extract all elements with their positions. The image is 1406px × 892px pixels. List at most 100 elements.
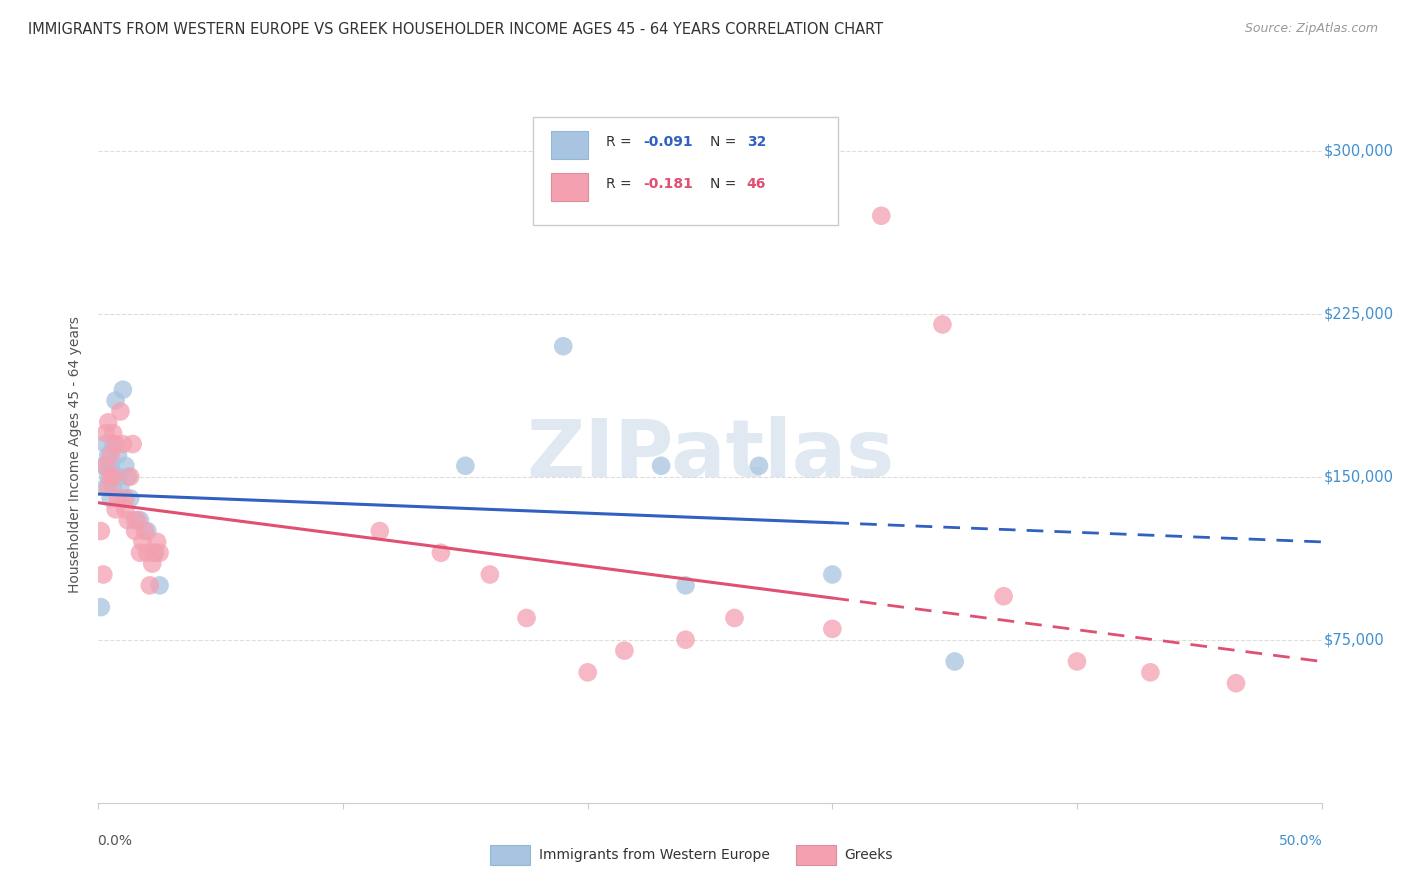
Text: IMMIGRANTS FROM WESTERN EUROPE VS GREEK HOUSEHOLDER INCOME AGES 45 - 64 YEARS CO: IMMIGRANTS FROM WESTERN EUROPE VS GREEK … <box>28 22 883 37</box>
Point <box>134 524 156 538</box>
Point <box>94 481 117 495</box>
Point <box>576 665 599 680</box>
FancyBboxPatch shape <box>796 845 837 865</box>
Point <box>131 535 153 549</box>
Point <box>110 404 132 418</box>
Text: $225,000: $225,000 <box>1324 306 1395 321</box>
Point <box>100 458 122 473</box>
Point <box>107 469 129 483</box>
Point <box>139 578 162 592</box>
Point <box>90 600 112 615</box>
Point <box>553 339 575 353</box>
Point <box>430 546 453 560</box>
Point <box>129 546 152 560</box>
Point <box>136 546 159 560</box>
Point <box>146 535 169 549</box>
Point <box>117 513 139 527</box>
Text: Source: ZipAtlas.com: Source: ZipAtlas.com <box>1244 22 1378 36</box>
Y-axis label: Householder Income Ages 45 - 64 years: Householder Income Ages 45 - 64 years <box>69 317 83 593</box>
Point <box>90 524 112 538</box>
Point <box>127 513 149 527</box>
Point <box>931 318 953 332</box>
Point <box>107 448 129 462</box>
Text: $150,000: $150,000 <box>1324 469 1395 484</box>
Text: R =: R = <box>606 135 636 149</box>
Point <box>101 426 124 441</box>
Text: -0.181: -0.181 <box>643 177 693 191</box>
Point <box>97 469 120 483</box>
Text: N =: N = <box>710 135 741 149</box>
Point <box>143 546 166 560</box>
Point <box>368 524 391 538</box>
Point <box>107 491 129 506</box>
Point <box>478 567 501 582</box>
Point <box>515 611 537 625</box>
Point <box>870 209 893 223</box>
Point <box>104 502 127 516</box>
Text: 32: 32 <box>747 135 766 149</box>
Point <box>748 458 770 473</box>
FancyBboxPatch shape <box>551 131 588 159</box>
Point <box>675 578 697 592</box>
Point <box>1066 655 1088 669</box>
Point <box>143 546 166 560</box>
Point <box>101 437 124 451</box>
Point <box>114 502 136 516</box>
Point <box>613 643 636 657</box>
Point <box>650 458 672 473</box>
Text: ZIPatlas: ZIPatlas <box>526 416 894 494</box>
Point <box>129 513 152 527</box>
Point <box>114 458 136 473</box>
Text: Greeks: Greeks <box>845 848 893 862</box>
Point <box>101 469 124 483</box>
Point <box>120 469 142 483</box>
Point <box>117 469 139 483</box>
FancyBboxPatch shape <box>533 118 838 226</box>
Text: -0.091: -0.091 <box>643 135 692 149</box>
Point <box>104 393 127 408</box>
Point <box>94 437 117 451</box>
Text: R =: R = <box>606 177 636 191</box>
Point <box>97 481 120 495</box>
Point <box>149 546 172 560</box>
Text: $300,000: $300,000 <box>1324 143 1395 158</box>
Point <box>723 611 745 625</box>
Text: 0.0%: 0.0% <box>97 834 132 848</box>
Point <box>100 448 122 462</box>
Point <box>943 655 966 669</box>
Point <box>97 448 120 462</box>
Point <box>454 458 477 473</box>
Point <box>111 383 134 397</box>
Point <box>100 469 122 483</box>
Point <box>821 622 844 636</box>
Point <box>104 437 127 451</box>
Point <box>100 458 122 473</box>
Point <box>821 567 844 582</box>
Text: Immigrants from Western Europe: Immigrants from Western Europe <box>538 848 769 862</box>
Point <box>141 557 163 571</box>
Point <box>94 458 117 473</box>
Point <box>121 437 143 451</box>
Point <box>91 567 114 582</box>
Text: $75,000: $75,000 <box>1324 632 1385 648</box>
Point <box>91 458 114 473</box>
Point <box>94 426 117 441</box>
Point <box>124 513 146 527</box>
FancyBboxPatch shape <box>489 845 530 865</box>
Point <box>111 437 134 451</box>
Text: 50.0%: 50.0% <box>1279 834 1323 848</box>
Point <box>124 524 146 538</box>
Point <box>1139 665 1161 680</box>
Point <box>675 632 697 647</box>
Point <box>101 481 124 495</box>
Text: N =: N = <box>710 177 741 191</box>
Point <box>114 491 136 506</box>
Point <box>100 491 122 506</box>
FancyBboxPatch shape <box>551 173 588 201</box>
Point <box>104 469 127 483</box>
Point <box>149 578 172 592</box>
Point <box>1225 676 1247 690</box>
Point <box>136 524 159 538</box>
Point <box>97 415 120 429</box>
Point <box>110 481 132 495</box>
